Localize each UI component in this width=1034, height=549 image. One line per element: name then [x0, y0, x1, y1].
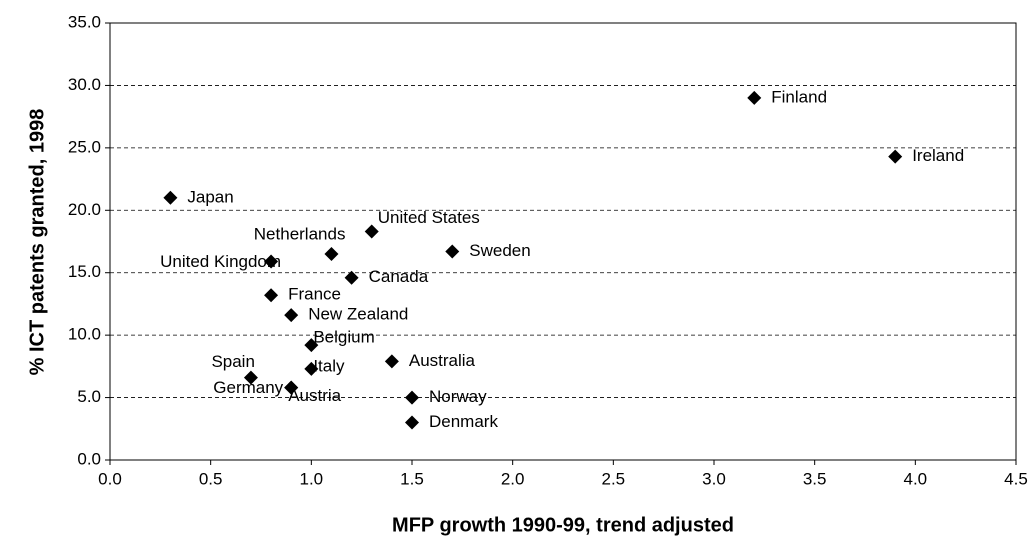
point-label: Finland	[771, 87, 827, 106]
y-tick-label: 10.0	[68, 325, 101, 344]
point-label: Sweden	[469, 241, 530, 260]
point-label: Australia	[409, 351, 476, 370]
point-label: Netherlands	[254, 224, 346, 243]
marker	[264, 288, 279, 303]
marker	[284, 380, 299, 395]
y-tick-label: 35.0	[68, 12, 101, 31]
marker	[445, 244, 460, 259]
marker	[243, 370, 258, 385]
point-label: United States	[378, 208, 480, 227]
point-label: Belgium	[313, 328, 374, 347]
marker	[304, 338, 319, 353]
marker	[384, 354, 399, 369]
point-label: Italy	[313, 356, 345, 375]
marker	[284, 308, 299, 323]
marker	[163, 190, 178, 205]
point-label: Japan	[187, 187, 233, 206]
plot-area	[109, 22, 1017, 461]
x-tick-label: 4.0	[904, 469, 928, 488]
y-tick-label: 25.0	[68, 137, 101, 156]
point-label: France	[288, 285, 341, 304]
marker	[264, 254, 279, 269]
point-label: New Zealand	[308, 305, 408, 324]
marker	[364, 224, 379, 239]
y-tick-label: 15.0	[68, 262, 101, 281]
point-label: Germany	[213, 378, 283, 397]
x-tick-label: 0.0	[98, 469, 122, 488]
y-tick-label: 20.0	[68, 200, 101, 219]
x-tick-label: 2.5	[602, 469, 626, 488]
y-tick-label: 0.0	[77, 449, 101, 468]
point-label: Ireland	[912, 146, 964, 165]
x-tick-label: 1.5	[400, 469, 424, 488]
marker	[324, 246, 339, 261]
x-axis-title: MFP growth 1990-99, trend adjusted	[392, 514, 734, 536]
x-tick-label: 2.0	[501, 469, 525, 488]
y-tick-label: 30.0	[68, 75, 101, 94]
x-tick-label: 3.5	[803, 469, 827, 488]
y-tick-label: 5.0	[77, 387, 101, 406]
x-tick-label: 1.0	[300, 469, 324, 488]
point-label: Denmark	[429, 412, 498, 431]
marker	[405, 415, 419, 430]
point-label: Austria	[288, 386, 341, 405]
point-label: Canada	[369, 267, 429, 286]
marker	[344, 270, 359, 285]
x-tick-label: 0.5	[199, 469, 223, 488]
marker	[888, 149, 903, 164]
marker	[304, 361, 319, 376]
x-tick-label: 4.5	[1004, 469, 1028, 488]
point-label: Norway	[429, 387, 487, 406]
x-tick-label: 3.0	[702, 469, 726, 488]
point-label: United Kingdom	[160, 252, 281, 271]
point-label: Spain	[211, 352, 254, 371]
marker	[405, 390, 419, 405]
marker	[747, 90, 762, 105]
y-axis-title: % ICT patents granted, 1998	[26, 109, 48, 376]
